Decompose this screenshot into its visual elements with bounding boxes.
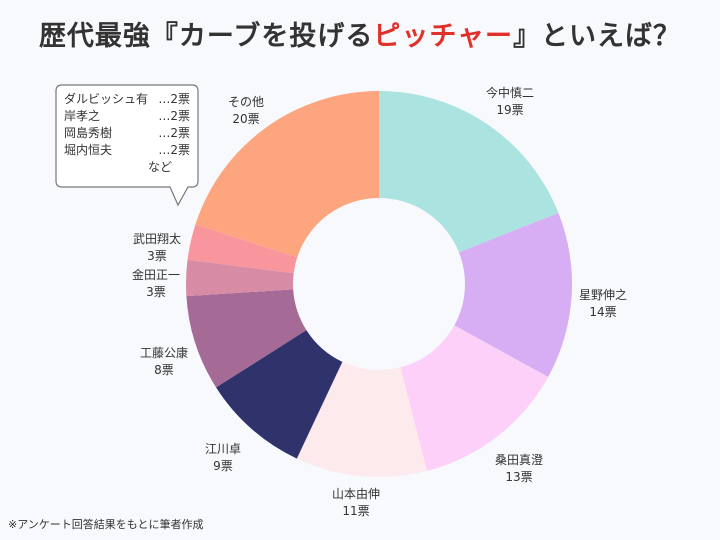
slice-1 <box>379 91 559 253</box>
slice-label-value: 3票 <box>146 285 166 299</box>
callout-box <box>55 84 199 207</box>
callout-name: 堀内恒夫 <box>64 142 112 157</box>
slice-label-value: 14票 <box>589 305 616 319</box>
slice-label-name: 江川卓 <box>205 442 241 456</box>
callout-value: …2票 <box>158 109 190 123</box>
title-part1: 歴代最強『カーブを投げる <box>38 21 374 52</box>
slice-label-name: 星野伸之 <box>579 288 627 302</box>
slice-label-value: 8票 <box>154 363 174 377</box>
slice-label-name: 武田翔太 <box>133 231 181 246</box>
callout-value: …2票 <box>158 126 190 140</box>
footnote: ※アンケート回答結果をもとに筆者作成 <box>8 518 204 531</box>
title-part2: 』といえば？ <box>513 21 682 52</box>
slice-2 <box>454 212 572 377</box>
slice-label-value: 3票 <box>147 249 167 263</box>
slice-label-name: 金田正一 <box>132 267 180 282</box>
slice-9 <box>195 90 379 258</box>
slice-7 <box>186 259 294 297</box>
slice-6 <box>186 289 307 388</box>
title-highlight: ピッチャー <box>373 21 514 52</box>
callout-name: ダルビッシュ有 <box>64 91 148 106</box>
slice-label-name: 山本由伸 <box>332 487 380 501</box>
chart-title: 歴代最強『カーブを投げるピッチャー』といえば？ <box>0 14 720 53</box>
slice-3 <box>400 325 549 471</box>
callout-value: …2票 <box>158 143 190 157</box>
slice-label-name: 今中慎二 <box>486 85 534 100</box>
slice-label-value: 11票 <box>342 504 369 518</box>
slice-label-value: 19票 <box>496 103 523 117</box>
callout-value: …2票 <box>158 92 190 106</box>
callout-name: 岡島秀樹 <box>64 125 112 140</box>
slice-8 <box>187 224 298 274</box>
slice-5 <box>216 330 343 459</box>
slice-label-value: 20票 <box>232 112 259 126</box>
slice-label-value: 13票 <box>505 470 532 484</box>
slice-label-name: その他 <box>228 95 264 109</box>
slice-label-name: 桑田真澄 <box>495 452 543 467</box>
slice-label-value: 9票 <box>213 459 233 473</box>
callout-name: 岸孝之 <box>64 109 100 123</box>
slice-label-name: 工藤公康 <box>140 345 188 360</box>
callout-footer: など <box>148 160 172 174</box>
slice-4 <box>296 361 427 478</box>
